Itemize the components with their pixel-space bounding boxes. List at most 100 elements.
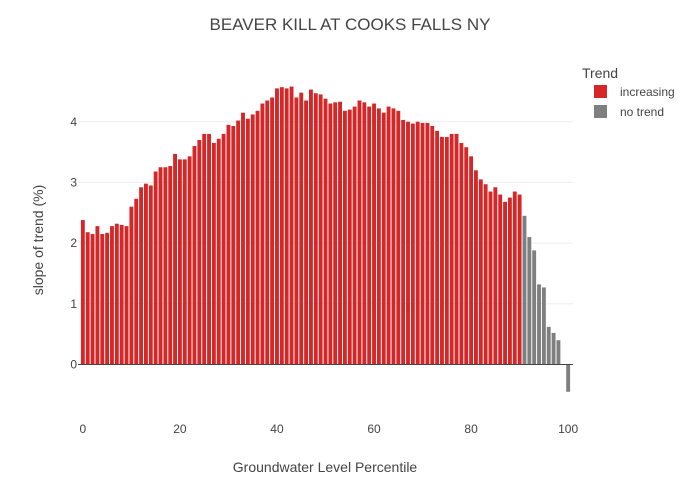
bar-increasing[interactable] bbox=[173, 153, 177, 365]
bar-no-trend[interactable] bbox=[522, 215, 527, 365]
bar-increasing[interactable] bbox=[197, 139, 202, 365]
bar-no-trend[interactable] bbox=[566, 364, 571, 392]
bar-increasing[interactable] bbox=[488, 191, 493, 365]
bar-increasing[interactable] bbox=[105, 232, 110, 365]
bar-increasing[interactable] bbox=[299, 92, 304, 365]
bar-increasing[interactable] bbox=[469, 156, 474, 365]
bar-increasing[interactable] bbox=[367, 106, 372, 365]
bar-increasing[interactable] bbox=[110, 226, 114, 365]
bar-increasing[interactable] bbox=[386, 106, 391, 365]
bar-increasing[interactable] bbox=[163, 167, 168, 365]
bar-increasing[interactable] bbox=[503, 201, 507, 365]
bar-increasing[interactable] bbox=[270, 97, 275, 365]
legend-item-no-trend[interactable]: no trend bbox=[594, 105, 664, 119]
bar-no-trend[interactable] bbox=[546, 326, 551, 365]
bar-increasing[interactable] bbox=[177, 159, 182, 365]
bar-increasing[interactable] bbox=[202, 133, 207, 365]
bar-increasing[interactable] bbox=[236, 120, 241, 365]
bar-increasing[interactable] bbox=[148, 185, 153, 365]
bar-increasing[interactable] bbox=[241, 112, 245, 365]
bar-increasing[interactable] bbox=[144, 183, 148, 365]
bar-increasing[interactable] bbox=[493, 187, 498, 365]
bar-increasing[interactable] bbox=[420, 122, 425, 365]
bar-increasing[interactable] bbox=[406, 121, 410, 365]
bar-increasing[interactable] bbox=[309, 89, 313, 365]
bar-increasing[interactable] bbox=[250, 114, 255, 365]
bar-increasing[interactable] bbox=[338, 101, 342, 365]
bar-increasing[interactable] bbox=[449, 133, 454, 365]
bar-increasing[interactable] bbox=[119, 224, 124, 365]
bar-increasing[interactable] bbox=[474, 170, 478, 365]
bar-increasing[interactable] bbox=[430, 126, 435, 365]
bar-increasing[interactable] bbox=[435, 130, 440, 365]
bar-increasing[interactable] bbox=[192, 146, 197, 365]
bar-no-trend[interactable] bbox=[537, 284, 541, 365]
bar-increasing[interactable] bbox=[498, 194, 503, 365]
bar-increasing[interactable] bbox=[391, 108, 396, 365]
bar-increasing[interactable] bbox=[129, 206, 134, 365]
bar-increasing[interactable] bbox=[207, 133, 211, 365]
bar-no-trend[interactable] bbox=[527, 237, 532, 365]
bar-increasing[interactable] bbox=[425, 122, 430, 365]
bar-increasing[interactable] bbox=[221, 133, 226, 365]
bar-increasing[interactable] bbox=[304, 100, 309, 365]
bar-increasing[interactable] bbox=[512, 191, 517, 365]
bar-increasing[interactable] bbox=[464, 147, 469, 365]
bar-increasing[interactable] bbox=[459, 142, 464, 365]
bar-increasing[interactable] bbox=[507, 197, 512, 365]
bar-increasing[interactable] bbox=[284, 88, 289, 365]
bar-increasing[interactable] bbox=[294, 97, 299, 365]
bar-increasing[interactable] bbox=[444, 136, 449, 365]
bar-no-trend[interactable] bbox=[551, 332, 556, 365]
bar-increasing[interactable] bbox=[182, 159, 187, 365]
bar-increasing[interactable] bbox=[362, 102, 367, 365]
bar-increasing[interactable] bbox=[342, 110, 347, 365]
bar-increasing[interactable] bbox=[483, 184, 488, 365]
legend-item-increasing[interactable]: increasing bbox=[594, 85, 675, 99]
bar-increasing[interactable] bbox=[255, 110, 260, 365]
bar-increasing[interactable] bbox=[517, 194, 522, 365]
bar-increasing[interactable] bbox=[328, 103, 333, 365]
bar-increasing[interactable] bbox=[114, 223, 119, 365]
bar-increasing[interactable] bbox=[90, 234, 95, 365]
bar-increasing[interactable] bbox=[440, 136, 444, 365]
bar-increasing[interactable] bbox=[323, 98, 328, 365]
bar-increasing[interactable] bbox=[318, 94, 323, 365]
bar-increasing[interactable] bbox=[226, 124, 231, 365]
bar-increasing[interactable] bbox=[134, 198, 139, 365]
bar-increasing[interactable] bbox=[279, 87, 284, 365]
bar-increasing[interactable] bbox=[139, 187, 144, 365]
bar-no-trend[interactable] bbox=[556, 340, 561, 365]
bar-increasing[interactable] bbox=[372, 103, 376, 365]
bar-increasing[interactable] bbox=[211, 142, 216, 365]
bar-increasing[interactable] bbox=[265, 100, 270, 365]
bar-increasing[interactable] bbox=[260, 103, 265, 365]
bar-increasing[interactable] bbox=[187, 156, 192, 365]
bar-increasing[interactable] bbox=[80, 220, 85, 365]
bar-increasing[interactable] bbox=[357, 100, 362, 365]
bar-increasing[interactable] bbox=[216, 138, 221, 365]
bar-increasing[interactable] bbox=[333, 102, 338, 365]
bar-increasing[interactable] bbox=[410, 123, 415, 365]
bar-increasing[interactable] bbox=[352, 106, 357, 365]
bar-increasing[interactable] bbox=[100, 234, 105, 365]
bar-increasing[interactable] bbox=[153, 171, 158, 365]
bar-no-trend[interactable] bbox=[541, 287, 546, 365]
bar-increasing[interactable] bbox=[168, 166, 173, 365]
bar-increasing[interactable] bbox=[275, 88, 279, 365]
bar-increasing[interactable] bbox=[289, 86, 294, 365]
bar-no-trend[interactable] bbox=[532, 250, 537, 365]
bar-increasing[interactable] bbox=[313, 93, 318, 365]
bar-increasing[interactable] bbox=[396, 110, 401, 365]
bar-increasing[interactable] bbox=[158, 167, 163, 365]
bar-increasing[interactable] bbox=[124, 226, 129, 365]
bar-increasing[interactable] bbox=[454, 133, 459, 365]
bar-increasing[interactable] bbox=[245, 118, 250, 365]
bar-increasing[interactable] bbox=[95, 226, 100, 365]
bar-increasing[interactable] bbox=[415, 121, 420, 365]
bar-increasing[interactable] bbox=[347, 109, 352, 365]
bar-increasing[interactable] bbox=[85, 232, 90, 365]
bar-increasing[interactable] bbox=[401, 119, 406, 365]
bar-increasing[interactable] bbox=[376, 108, 381, 365]
bar-increasing[interactable] bbox=[478, 179, 483, 365]
